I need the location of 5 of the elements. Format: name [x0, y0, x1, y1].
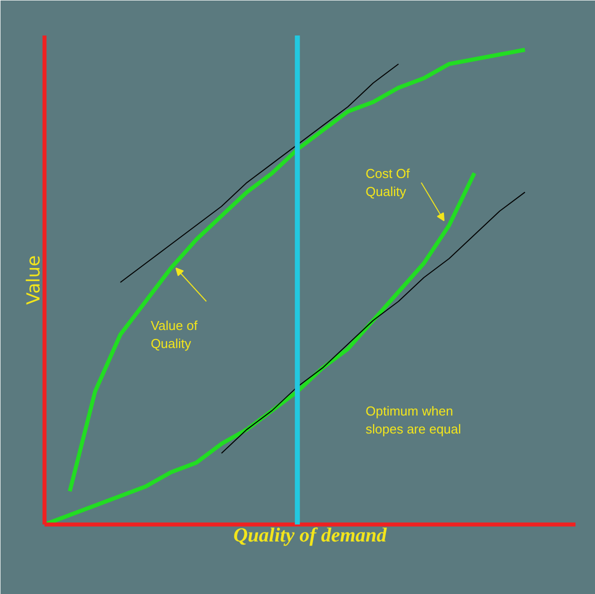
annotation: Optimum when slopes are equal — [366, 404, 462, 437]
annotation: Cost Of Quality — [366, 166, 410, 200]
x-axis-title: Quality of demand — [233, 524, 388, 546]
y-axis-title: Value — [24, 255, 44, 305]
annotation: Value of Quality — [150, 318, 198, 352]
